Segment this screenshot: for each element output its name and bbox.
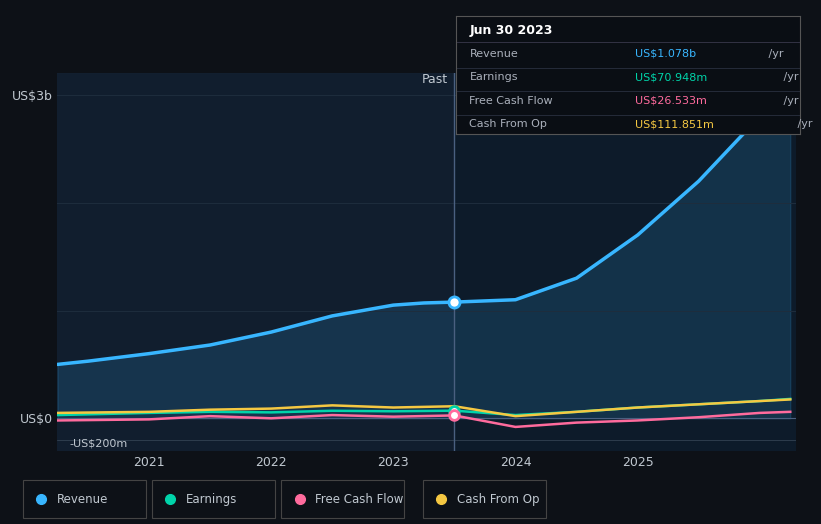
Text: Revenue: Revenue <box>470 49 518 59</box>
Text: Past: Past <box>422 73 448 86</box>
Bar <box>27 73 454 451</box>
Text: Earnings: Earnings <box>186 493 237 506</box>
Text: /yr: /yr <box>780 72 798 82</box>
Text: Earnings: Earnings <box>470 72 518 82</box>
Text: Jun 30 2023: Jun 30 2023 <box>470 24 553 37</box>
Text: US$26.533m: US$26.533m <box>635 96 707 106</box>
Text: Revenue: Revenue <box>57 493 108 506</box>
Text: US$70.948m: US$70.948m <box>635 72 707 82</box>
Text: Cash From Op: Cash From Op <box>470 119 548 129</box>
Text: /yr: /yr <box>765 49 784 59</box>
Text: /yr: /yr <box>794 119 813 129</box>
Text: /yr: /yr <box>780 96 798 106</box>
Text: US$111.851m: US$111.851m <box>635 119 713 129</box>
Text: Free Cash Flow: Free Cash Flow <box>470 96 553 106</box>
Text: Cash From Op: Cash From Op <box>456 493 539 506</box>
Text: -US$200m: -US$200m <box>70 439 128 449</box>
Text: Free Cash Flow: Free Cash Flow <box>315 493 403 506</box>
Text: Analysts Forecasts: Analysts Forecasts <box>461 73 577 86</box>
Text: US$1.078b: US$1.078b <box>635 49 696 59</box>
